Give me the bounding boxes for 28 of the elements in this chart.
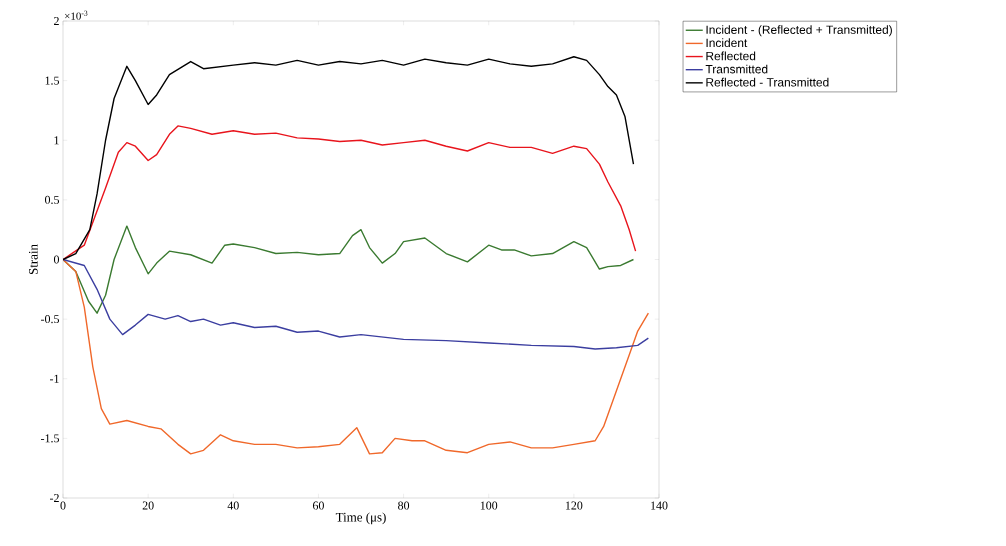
y-tick-label: 1.5	[45, 76, 60, 85]
y-tick-label: -1.5	[40, 434, 60, 443]
legend-label: Transmitted	[705, 64, 768, 74]
text: ×10$^{-3}$	[65, 10, 88, 20]
y-tick-label: -2	[49, 494, 59, 502]
legend-label: Incident - (Reflected + Transmitted)	[706, 25, 892, 37]
y-tick-label: 0.5	[44, 195, 60, 204]
legend-label: Incident	[706, 38, 748, 48]
y-tick-label: 1	[54, 136, 59, 145]
x-tick-label: 100	[480, 501, 498, 510]
y-axis-title: Strain	[29, 244, 38, 275]
x-tick-label: 0	[60, 501, 66, 510]
line-series	[63, 125, 637, 261]
x-tick-label: 120	[565, 501, 583, 510]
x-tick-label: 60	[312, 501, 324, 510]
y-tick-label: -1	[49, 374, 59, 383]
y-tick-label: -0.5	[40, 315, 60, 324]
legend-label: Reflected	[706, 51, 756, 61]
line-series	[63, 258, 650, 455]
x-tick-label: 80	[398, 501, 410, 510]
y-tick-label: 2	[54, 17, 59, 25]
x-tick-label: 40	[227, 501, 239, 510]
x-tick-label: 140	[651, 501, 668, 510]
legend-label: Reflected - Transmitted	[706, 77, 829, 87]
x-axis-title: Time (μs)	[335, 512, 386, 525]
x-tick-label: 20	[142, 501, 154, 510]
y-tick-label: 0	[53, 255, 60, 264]
line-series	[63, 56, 635, 261]
